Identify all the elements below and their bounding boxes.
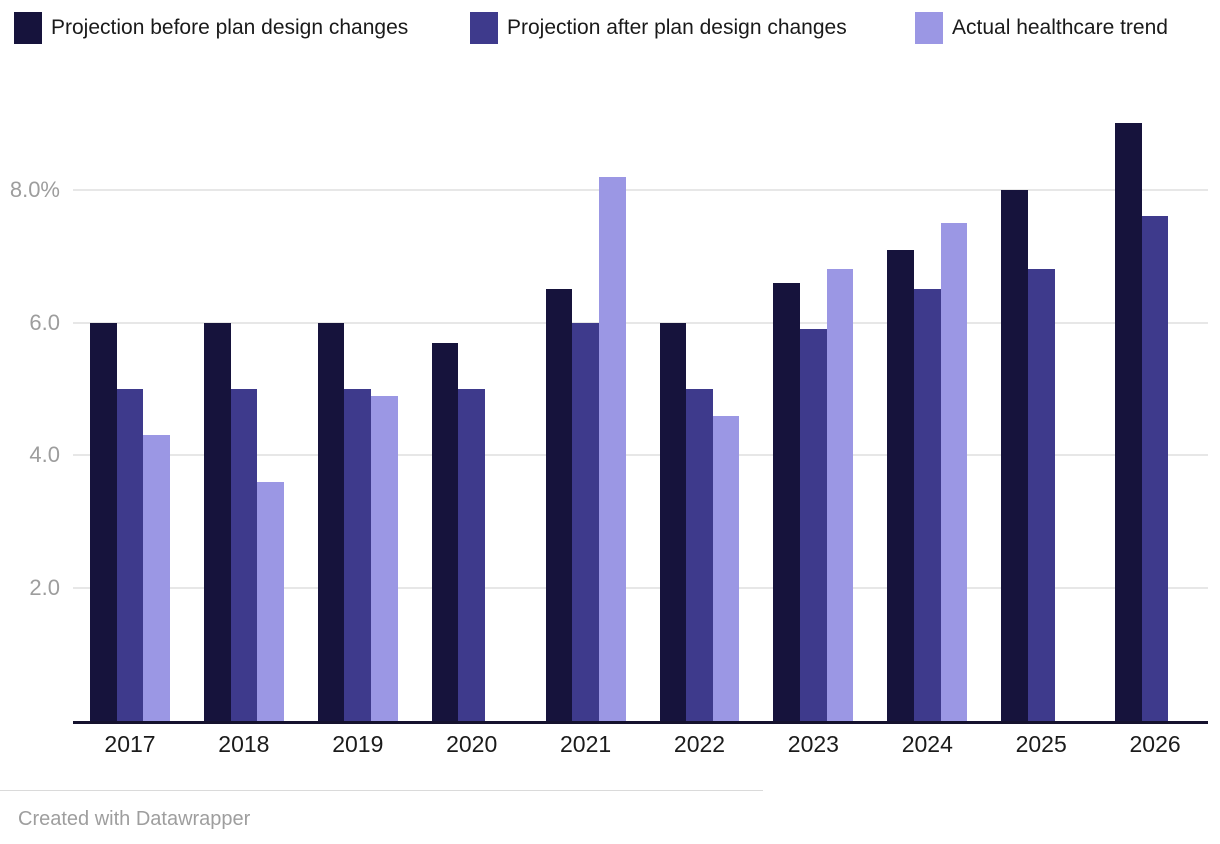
bar[interactable] [1115, 123, 1142, 721]
footer-divider [0, 790, 763, 791]
bar[interactable] [913, 289, 941, 721]
legend-swatch-icon [14, 12, 42, 44]
legend-swatch-icon [915, 12, 943, 44]
x-tick-label: 2019 [332, 731, 384, 757]
bar[interactable] [800, 329, 827, 721]
bar-group [887, 100, 968, 721]
bar[interactable] [371, 395, 398, 721]
bar-group [203, 100, 284, 721]
x-tick-label: 2023 [787, 731, 839, 757]
bar[interactable] [545, 289, 573, 721]
y-tick-label: 6.0 [29, 309, 60, 335]
bar[interactable] [598, 176, 626, 721]
bar[interactable] [116, 389, 144, 721]
bar[interactable] [203, 322, 231, 721]
bar[interactable] [230, 389, 258, 721]
bar[interactable] [344, 389, 372, 721]
datawrapper-credit-link[interactable]: Created with Datawrapper [18, 808, 251, 830]
legend-item: Projection before plan design changes [14, 12, 408, 44]
x-tick-label: 2026 [1129, 731, 1181, 757]
bar[interactable] [1027, 269, 1055, 721]
legend-item: Actual healthcare trend [915, 12, 1168, 44]
bar-group [1001, 100, 1081, 721]
gridline [73, 188, 1208, 191]
bar[interactable] [826, 269, 854, 721]
bar[interactable] [431, 342, 459, 721]
gridline [73, 454, 1208, 457]
bar[interactable] [686, 389, 713, 721]
bar[interactable] [143, 435, 170, 721]
x-tick-label: 2018 [218, 731, 270, 757]
bar[interactable] [887, 249, 914, 721]
bar-group [317, 100, 398, 721]
legend-item: Projection after plan design changes [470, 12, 847, 44]
bar-group [1115, 100, 1195, 721]
x-tick-label: 2022 [673, 731, 726, 757]
legend-swatch-icon [470, 12, 498, 44]
y-tick-label: 2.0 [29, 575, 60, 601]
bar-group [431, 100, 512, 721]
bar[interactable] [659, 322, 687, 721]
y-tick-label: 4.0 [29, 442, 60, 468]
bar[interactable] [1001, 189, 1028, 721]
gridline [73, 321, 1208, 324]
legend-item-label: Projection before plan design changes [51, 16, 409, 39]
bar[interactable] [1141, 216, 1169, 721]
x-tick-label: 2024 [901, 731, 953, 757]
bar[interactable] [458, 389, 485, 721]
bar-group [659, 100, 740, 721]
legend: Projection before plan design changes Pro… [0, 0, 1220, 56]
bar-group [773, 100, 854, 721]
legend-item-label: Actual healthcare trend [952, 16, 1168, 39]
bar[interactable] [773, 282, 801, 721]
x-tick-label: 2020 [446, 731, 498, 757]
bar[interactable] [90, 322, 117, 721]
x-tick-label: 2025 [1015, 731, 1067, 757]
bar[interactable] [257, 481, 284, 721]
bar[interactable] [940, 223, 968, 721]
legend-item-label: Projection after plan design changes [507, 16, 847, 39]
bar[interactable] [712, 415, 740, 721]
bar-group [90, 100, 170, 721]
x-axis-line [73, 721, 1208, 724]
gridline [73, 587, 1208, 590]
bar[interactable] [317, 322, 345, 721]
y-tick-label: 8.0% [9, 176, 60, 202]
plot-area [73, 100, 1208, 724]
x-tick-label: 2021 [560, 731, 612, 757]
bar-group [545, 100, 626, 721]
x-tick-label: 2017 [104, 731, 156, 757]
bar[interactable] [572, 322, 599, 721]
